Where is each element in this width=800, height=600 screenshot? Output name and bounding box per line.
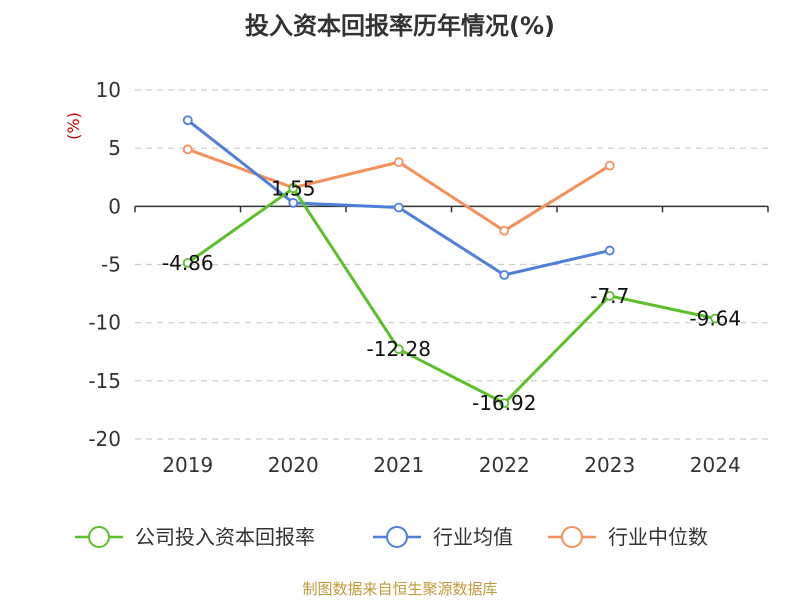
x-tick-label: 2021 xyxy=(373,453,424,477)
x-tick-label: 2019 xyxy=(162,453,213,477)
series-line-0 xyxy=(186,186,716,405)
legend-marker xyxy=(386,526,408,548)
data-point xyxy=(393,157,404,168)
data-label: -4.86 xyxy=(162,251,214,275)
data-label: -7.7 xyxy=(590,284,629,308)
y-tick-label: -10 xyxy=(88,311,121,335)
legend-label: 行业中位数 xyxy=(608,525,708,549)
legend-label: 行业均值 xyxy=(433,525,513,549)
y-tick-label: 0 xyxy=(108,194,121,218)
y-tick-label: -5 xyxy=(101,253,121,277)
x-tick-label: 2023 xyxy=(584,453,635,477)
data-point xyxy=(710,313,721,324)
data-point xyxy=(182,115,193,126)
legend: 公司投入资本回报率 行业均值 行业中位数 xyxy=(75,525,708,549)
series-line-1 xyxy=(186,119,611,277)
y-tick-label: 10 xyxy=(96,78,121,102)
data-point xyxy=(499,270,510,280)
gridlines xyxy=(135,89,768,440)
y-tick-label: -15 xyxy=(88,369,121,393)
chart-title: 投入资本回报率历年情况(%) xyxy=(245,12,555,40)
data-point xyxy=(604,160,615,171)
data-point xyxy=(499,398,510,409)
source-note: 制图数据来自恒生聚源数据库 xyxy=(302,580,497,598)
data-point xyxy=(393,202,404,213)
data-label: -9.64 xyxy=(689,306,741,330)
data-point xyxy=(604,245,615,256)
x-tick-label: 2020 xyxy=(268,453,319,477)
data-point xyxy=(182,257,193,268)
data-point xyxy=(288,197,299,208)
data-label: 1.55 xyxy=(271,176,316,200)
x-tick-label: 2022 xyxy=(479,453,530,477)
data-point xyxy=(393,344,404,355)
data-label: -16.92 xyxy=(472,391,536,415)
legend-label: 公司投入资本回报率 xyxy=(135,525,315,549)
y-tick-label: -20 xyxy=(88,427,121,451)
x-tick-label: 2024 xyxy=(690,453,741,477)
data-point xyxy=(182,144,193,155)
data-point xyxy=(288,183,299,194)
data-point xyxy=(499,225,510,236)
series-layer xyxy=(182,115,721,409)
data-labels: -4.86 1.55 -12.28 -16.92 -7.7 -9.64 xyxy=(162,176,741,415)
data-point xyxy=(604,291,615,301)
legend-marker xyxy=(561,526,583,548)
y-axis-label: (%) xyxy=(64,112,83,140)
data-label: -12.28 xyxy=(367,337,431,361)
legend-marker xyxy=(88,526,110,548)
y-tick-label: 5 xyxy=(108,136,121,160)
axes: 10 5 0 -5 -10 -15 -20 2019 2020 2021 2022 2023 2024 xyxy=(88,78,769,477)
